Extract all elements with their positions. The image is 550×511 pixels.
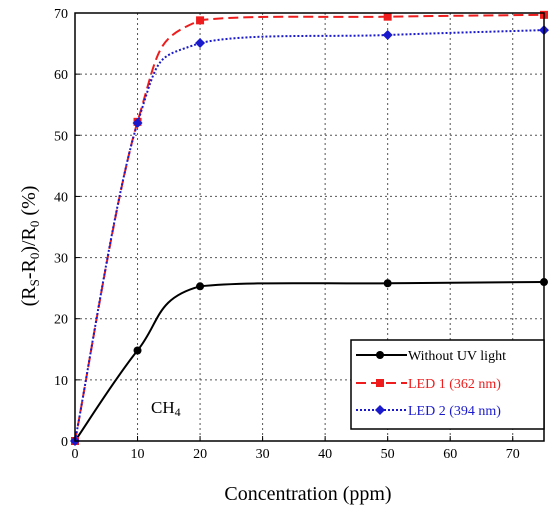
series-0-point-2	[196, 282, 205, 291]
y-title-part-4: (%)	[18, 186, 40, 221]
data-series	[70, 10, 549, 446]
series-2-point-2	[195, 37, 206, 48]
series-2-point-1	[132, 118, 143, 129]
y-tick-label-50: 50	[54, 129, 68, 144]
tick-labels: 0 10 20 30 40 50 60 70 0 10 20 30 40 50 60 70	[54, 7, 520, 462]
legend: Without UV light LED 1 (362 nm) LED 2 (394…	[350, 339, 545, 430]
legend-label-1: LED 1 (362 nm)	[408, 377, 501, 392]
x-tick-label-40: 40	[318, 447, 332, 462]
x-tick-label-0: 0	[72, 447, 79, 462]
y-title-part-3: )/R	[18, 226, 40, 252]
series-1-point-3	[383, 12, 392, 21]
x-tick-label-20: 20	[193, 447, 207, 462]
y-tick-label-70: 70	[54, 7, 68, 22]
x-axis-title: Concentration (ppm)	[224, 483, 391, 505]
y-title-part-1: (R	[18, 286, 40, 307]
plot-frame	[74, 12, 545, 442]
series-0-point-3	[383, 279, 392, 288]
x-tick-label-50: 50	[381, 447, 395, 462]
series-0	[71, 278, 548, 445]
y-tick-label-0: 0	[61, 435, 68, 450]
y-title-sub-2: 0	[27, 253, 42, 260]
series-2	[70, 25, 549, 446]
y-title-sub-3: 0	[27, 221, 42, 228]
x-tick-label-70: 70	[506, 447, 520, 462]
annotation-main: CH	[151, 398, 175, 417]
y-axis-title: (RS-R0)/R0 (%)	[18, 186, 42, 307]
x-tick-label-60: 60	[443, 447, 457, 462]
y-tick-label-20: 20	[54, 313, 68, 328]
series-2-point-3	[382, 30, 393, 41]
y-tick-label-60: 60	[54, 68, 68, 83]
annotation-sub: 4	[175, 405, 181, 419]
legend-label-2: LED 2 (394 nm)	[408, 404, 501, 419]
y-tick-label-40: 40	[54, 190, 68, 205]
x-tick-label-30: 30	[256, 447, 270, 462]
y-title-sub-1: S	[27, 279, 42, 286]
legend-marker-1	[376, 379, 384, 387]
y-tick-label-30: 30	[54, 252, 68, 267]
y-title-part-2: -R	[18, 258, 40, 279]
x-tick-label-10: 10	[131, 447, 145, 462]
legend-marker-2	[375, 405, 385, 415]
series-0-point-1	[133, 346, 142, 355]
series-line-2	[74, 29, 545, 442]
series-line-0	[74, 281, 545, 442]
legend-label-0: Without UV light	[408, 349, 506, 364]
annotation-ch4: CH4	[151, 398, 181, 419]
series-1-point-2	[196, 16, 205, 25]
y-tick-label-10: 10	[54, 374, 68, 389]
legend-marker-0	[376, 351, 384, 359]
